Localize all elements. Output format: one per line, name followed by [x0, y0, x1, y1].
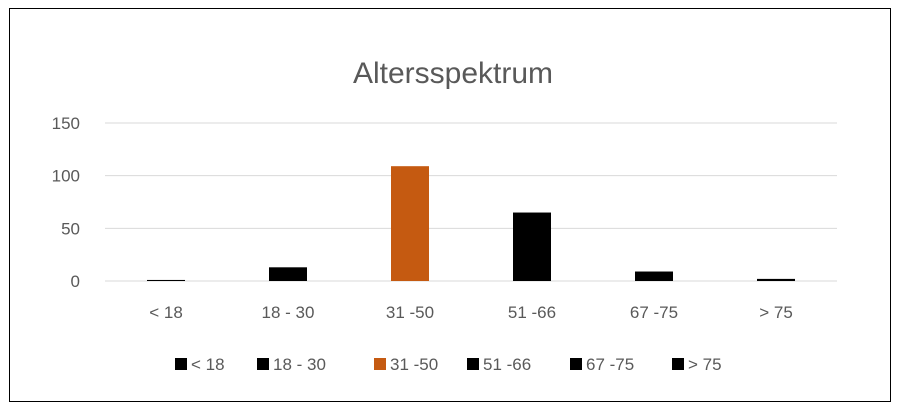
- y-tick-label: 50: [61, 219, 80, 238]
- x-tick-label: 51 -66: [508, 303, 556, 322]
- bars: [147, 166, 795, 281]
- bar: [391, 166, 429, 281]
- y-tick-label: 100: [52, 167, 80, 186]
- x-tick-label: 31 -50: [386, 303, 434, 322]
- legend-swatch: [175, 358, 187, 370]
- gridlines: [105, 122, 837, 282]
- legend: < 18 18 - 30 31 -50 51 -66 67 -75 > 75: [175, 355, 722, 374]
- bar: [269, 267, 307, 281]
- chart-title: Altersspektrum: [353, 57, 553, 90]
- x-axis-ticks: < 18 18 - 30 31 -50 51 -66 67 -75 > 75: [149, 303, 793, 322]
- bar: [757, 278, 795, 281]
- y-tick-label: 150: [52, 114, 80, 133]
- legend-label: > 75: [688, 355, 722, 374]
- x-tick-label: 67 -75: [630, 303, 678, 322]
- legend-swatch: [467, 358, 479, 370]
- bar: [147, 279, 185, 281]
- legend-label: 31 -50: [390, 355, 438, 374]
- y-tick-label: 0: [71, 272, 80, 291]
- legend-label: 67 -75: [586, 355, 634, 374]
- legend-label: 18 - 30: [273, 355, 326, 374]
- chart-frame: [9, 8, 891, 402]
- legend-swatch: [672, 358, 684, 370]
- legend-label: < 18: [191, 355, 225, 374]
- y-axis-ticks: 0 50 100 150: [52, 114, 80, 291]
- x-tick-label: > 75: [759, 303, 793, 322]
- legend-swatch: [257, 358, 269, 370]
- x-tick-label: 18 - 30: [262, 303, 315, 322]
- legend-swatch: [374, 358, 386, 370]
- legend-swatch: [570, 358, 582, 370]
- x-tick-label: < 18: [149, 303, 183, 322]
- legend-label: 51 -66: [483, 355, 531, 374]
- bar: [635, 271, 673, 281]
- bar: [513, 212, 551, 281]
